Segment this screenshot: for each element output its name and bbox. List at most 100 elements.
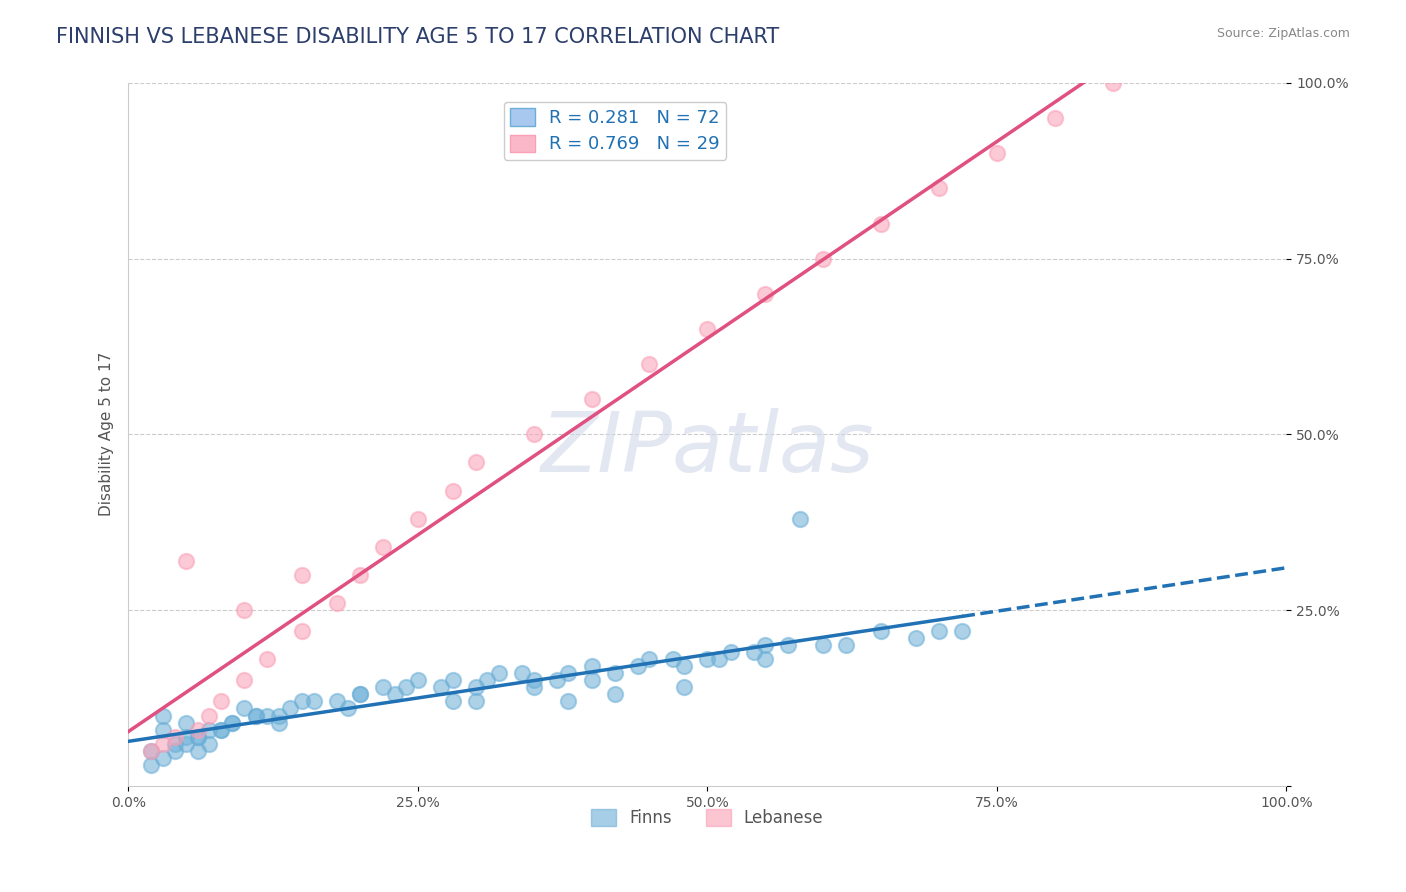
Point — [581, 673, 603, 688]
Point — [557, 694, 579, 708]
Y-axis label: Disability Age 5 to 17: Disability Age 5 to 17 — [100, 352, 114, 516]
Point — [384, 687, 406, 701]
Point — [233, 673, 256, 688]
Point — [406, 673, 429, 688]
Point — [406, 512, 429, 526]
Point — [986, 146, 1008, 161]
Point — [928, 624, 950, 639]
Point — [187, 744, 209, 758]
Point — [187, 730, 209, 744]
Point — [464, 681, 486, 695]
Point — [371, 681, 394, 695]
Point — [673, 659, 696, 673]
Point — [754, 286, 776, 301]
Point — [141, 757, 163, 772]
Point — [603, 687, 626, 701]
Point — [673, 681, 696, 695]
Point — [233, 603, 256, 617]
Point — [395, 681, 418, 695]
Text: FINNISH VS LEBANESE DISABILITY AGE 5 TO 17 CORRELATION CHART: FINNISH VS LEBANESE DISABILITY AGE 5 TO … — [56, 27, 779, 46]
Point — [870, 624, 893, 639]
Point — [627, 659, 650, 673]
Point — [1043, 111, 1066, 125]
Point — [349, 687, 371, 701]
Point — [152, 723, 174, 737]
Point — [141, 744, 163, 758]
Point — [163, 744, 186, 758]
Point — [209, 723, 232, 737]
Point — [349, 687, 371, 701]
Point — [187, 730, 209, 744]
Point — [661, 652, 683, 666]
Point — [198, 737, 221, 751]
Point — [778, 638, 800, 652]
Point — [174, 554, 197, 568]
Point — [523, 427, 546, 442]
Point — [337, 701, 360, 715]
Point — [209, 694, 232, 708]
Point — [174, 715, 197, 730]
Point — [152, 737, 174, 751]
Point — [441, 483, 464, 498]
Point — [141, 744, 163, 758]
Point — [546, 673, 568, 688]
Point — [163, 730, 186, 744]
Text: ZIPatlas: ZIPatlas — [540, 408, 875, 489]
Point — [870, 217, 893, 231]
Point — [221, 715, 243, 730]
Point — [638, 357, 661, 371]
Point — [371, 540, 394, 554]
Point — [256, 708, 278, 723]
Point — [464, 455, 486, 469]
Point — [245, 708, 267, 723]
Point — [754, 652, 776, 666]
Point — [720, 645, 742, 659]
Point — [742, 645, 765, 659]
Point — [267, 715, 290, 730]
Point — [198, 708, 221, 723]
Text: Source: ZipAtlas.com: Source: ZipAtlas.com — [1216, 27, 1350, 40]
Point — [152, 750, 174, 764]
Point — [430, 681, 453, 695]
Point — [523, 673, 546, 688]
Point — [811, 638, 834, 652]
Point — [174, 737, 197, 751]
Point — [835, 638, 858, 652]
Point — [950, 624, 973, 639]
Point — [267, 708, 290, 723]
Point — [1101, 76, 1123, 90]
Point — [488, 666, 510, 681]
Point — [198, 723, 221, 737]
Point — [209, 723, 232, 737]
Point — [754, 638, 776, 652]
Point — [557, 666, 579, 681]
Point — [152, 708, 174, 723]
Point — [441, 673, 464, 688]
Point — [928, 181, 950, 195]
Point — [581, 659, 603, 673]
Point — [256, 652, 278, 666]
Point — [707, 652, 730, 666]
Point — [163, 737, 186, 751]
Point — [464, 694, 486, 708]
Point — [696, 652, 718, 666]
Point — [904, 631, 927, 645]
Point — [325, 596, 347, 610]
Point — [187, 723, 209, 737]
Point — [441, 694, 464, 708]
Point — [291, 568, 314, 582]
Point — [245, 708, 267, 723]
Point — [349, 568, 371, 582]
Point — [221, 715, 243, 730]
Point — [638, 652, 661, 666]
Point — [233, 701, 256, 715]
Point — [291, 624, 314, 639]
Legend: Finns, Lebanese: Finns, Lebanese — [585, 802, 830, 834]
Point — [291, 694, 314, 708]
Point — [280, 701, 302, 715]
Point — [696, 322, 718, 336]
Point — [510, 666, 533, 681]
Point — [477, 673, 499, 688]
Point — [811, 252, 834, 266]
Point — [325, 694, 347, 708]
